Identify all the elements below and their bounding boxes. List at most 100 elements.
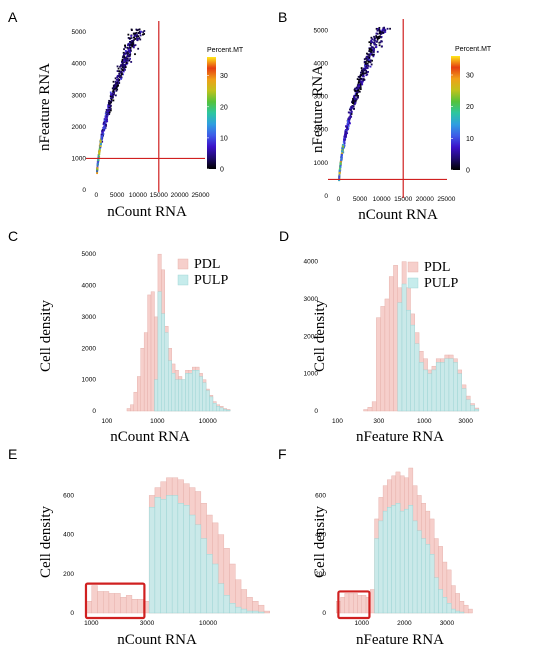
scatter-point bbox=[130, 61, 133, 63]
scatter-point bbox=[372, 49, 375, 52]
scatter-point bbox=[108, 111, 111, 114]
scatter-point bbox=[358, 80, 360, 82]
scatter-point bbox=[347, 125, 350, 127]
scatter-point bbox=[381, 30, 383, 33]
colorbar-tick-label: 30 bbox=[220, 73, 228, 80]
pulp-bar bbox=[217, 583, 225, 614]
scatter-point bbox=[116, 85, 119, 87]
scatter-point bbox=[121, 68, 124, 71]
pulp-bar bbox=[448, 358, 454, 412]
scatter-point bbox=[108, 103, 110, 106]
scatter-point bbox=[381, 40, 383, 43]
scatter-point bbox=[353, 97, 356, 100]
scatter-point bbox=[376, 40, 378, 43]
scatter-point bbox=[346, 124, 349, 127]
scatter-point bbox=[363, 58, 366, 61]
scatter-point bbox=[369, 61, 372, 64]
scatter-point bbox=[131, 29, 133, 32]
scatter-point bbox=[139, 32, 142, 35]
pulp-bar bbox=[391, 505, 397, 614]
scatter-point bbox=[346, 132, 349, 135]
pulp-bar bbox=[435, 362, 441, 412]
scatter-point bbox=[107, 101, 110, 104]
pulp-bar bbox=[223, 409, 227, 412]
scatter-point bbox=[360, 67, 363, 69]
pulp-bar bbox=[474, 408, 480, 412]
scatter-point bbox=[136, 37, 138, 40]
scatter-point bbox=[129, 50, 132, 52]
scatter-point bbox=[124, 46, 127, 49]
x-axis-title: nFeature RNA bbox=[356, 429, 444, 445]
scatter-point bbox=[114, 94, 117, 97]
scatter-point bbox=[346, 127, 349, 130]
pulp-bar bbox=[183, 505, 190, 614]
scatter-point bbox=[361, 75, 364, 78]
scatter-point bbox=[352, 95, 355, 98]
scatter-point bbox=[136, 39, 139, 41]
pulp-bar bbox=[246, 610, 253, 614]
scatter-point bbox=[129, 53, 132, 55]
scatter-point bbox=[131, 45, 134, 48]
scatter-point bbox=[115, 89, 118, 92]
pdl-bar bbox=[344, 593, 350, 614]
pulp-bar bbox=[453, 362, 458, 412]
scatter-point bbox=[105, 113, 108, 116]
scatter-point bbox=[103, 118, 106, 121]
scatter-point bbox=[366, 67, 369, 69]
y-tick-label: 0 bbox=[82, 187, 86, 194]
scatter-point bbox=[361, 69, 363, 72]
pdl-bar bbox=[150, 291, 155, 412]
pulp-bar bbox=[223, 595, 230, 614]
pulp-bar bbox=[171, 495, 179, 614]
x-tick-label: 5000 bbox=[110, 192, 125, 199]
pulp-bar bbox=[212, 402, 217, 412]
pulp-bar bbox=[212, 563, 219, 614]
scatter-point bbox=[368, 41, 371, 44]
y-tick-label: 200 bbox=[63, 571, 74, 578]
scatter-point bbox=[143, 33, 146, 35]
pdl-bar bbox=[137, 599, 144, 614]
scatter-point bbox=[358, 85, 361, 88]
scatter-point bbox=[372, 46, 374, 49]
scatter-point bbox=[130, 37, 133, 39]
scatter-point bbox=[105, 111, 108, 113]
scatter-point bbox=[114, 77, 117, 80]
pulp-bar bbox=[171, 373, 176, 412]
scatter-point bbox=[96, 172, 98, 175]
scatter-point bbox=[102, 122, 105, 124]
x-tick-label: 2000 bbox=[397, 620, 412, 627]
x-tick-label: 100 bbox=[332, 418, 343, 425]
scatter-point bbox=[96, 169, 99, 172]
scatter-point bbox=[350, 109, 352, 111]
scatter-point bbox=[378, 26, 381, 29]
panel-letter: B bbox=[278, 9, 287, 25]
scatter-point bbox=[352, 102, 354, 105]
scatter-point bbox=[116, 83, 119, 86]
pulp-bar bbox=[195, 370, 200, 412]
colorbar-tick-label: 0 bbox=[466, 168, 470, 175]
scatter-point bbox=[108, 105, 111, 108]
pulp-bar bbox=[178, 379, 183, 412]
pulp-bar bbox=[446, 603, 452, 614]
pdl-bar bbox=[367, 407, 373, 412]
scatter-point bbox=[340, 159, 342, 162]
pdl-bar bbox=[263, 610, 270, 614]
scatter-point bbox=[125, 57, 128, 59]
scatter-point bbox=[370, 63, 373, 66]
scatter-point bbox=[99, 139, 102, 142]
scatter-point bbox=[125, 62, 128, 64]
scatter-point bbox=[129, 47, 132, 49]
scatter-point bbox=[359, 81, 362, 84]
pulp-bar bbox=[404, 508, 409, 614]
pdl-bar bbox=[340, 597, 345, 614]
scatter-point bbox=[101, 134, 104, 137]
pulp-bar bbox=[427, 373, 433, 412]
scatter-point bbox=[143, 30, 146, 32]
x-tick-label: 20000 bbox=[171, 192, 189, 199]
panel-letter: E bbox=[8, 446, 17, 462]
scatter-point bbox=[116, 65, 119, 68]
scatter-point bbox=[128, 45, 131, 48]
scatter-point bbox=[343, 137, 346, 140]
pdl-bar bbox=[143, 332, 148, 412]
scatter-point bbox=[98, 149, 101, 152]
